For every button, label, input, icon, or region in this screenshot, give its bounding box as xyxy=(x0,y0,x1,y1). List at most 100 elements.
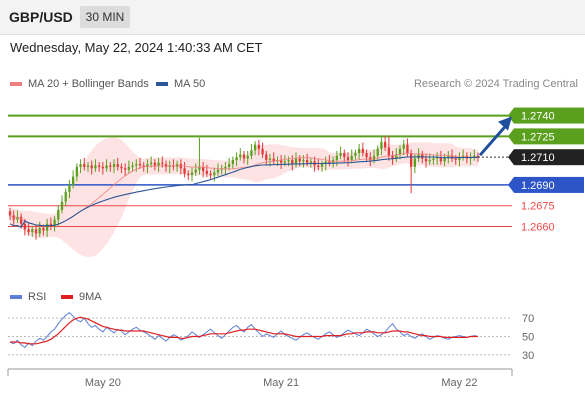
candle-body xyxy=(16,216,19,220)
level-label-box-1.2725 xyxy=(514,128,584,145)
candle-body xyxy=(291,159,294,165)
forecast-arrow-head xyxy=(498,116,512,131)
candle-body xyxy=(205,171,209,174)
candle-body xyxy=(461,155,465,158)
candle-body xyxy=(473,155,476,158)
candle-body xyxy=(135,164,138,166)
candle-body xyxy=(242,154,246,159)
candle-body xyxy=(320,164,324,167)
candle-body xyxy=(131,165,134,167)
candle-body xyxy=(105,165,108,169)
candle-body xyxy=(380,141,383,149)
candle-body xyxy=(272,158,275,162)
candles-layer xyxy=(8,135,480,240)
rsi-swatch xyxy=(10,295,22,299)
candle-body xyxy=(75,166,79,177)
candle-body xyxy=(49,223,53,227)
candle-body xyxy=(346,157,350,160)
candle-body xyxy=(227,164,231,167)
legend-ma50: MA 50 xyxy=(156,78,205,90)
candle-body xyxy=(27,229,30,233)
candle-body xyxy=(94,165,97,169)
candle-body xyxy=(406,144,409,154)
ma50-swatch xyxy=(156,82,168,86)
level-label-1.2660: 1.2660 xyxy=(521,222,555,234)
price-levels-layer: 1.2740 1.2725 1.2690 1.2675 1.2660 xyxy=(8,107,584,234)
candle-body xyxy=(235,157,238,160)
candle-body xyxy=(443,157,446,162)
ma50-line xyxy=(9,156,479,228)
candle-body xyxy=(428,159,431,162)
candle-body xyxy=(454,158,457,160)
candle-body xyxy=(447,155,450,158)
rsi-tick-50: 50 xyxy=(522,332,534,344)
candle-body xyxy=(157,162,160,166)
level-label-arrow-1.2725 xyxy=(508,128,514,145)
candle-body xyxy=(68,184,71,192)
candle-body xyxy=(387,147,391,156)
rsi-9ma-line xyxy=(10,316,478,345)
level-label-box-1.2690 xyxy=(514,176,584,193)
candle-body xyxy=(45,223,49,231)
candle-body xyxy=(365,153,368,158)
candle-body xyxy=(146,164,149,167)
candle-body xyxy=(268,158,272,160)
candle-body xyxy=(116,164,119,167)
candle-body xyxy=(201,166,205,172)
candle-body xyxy=(34,229,38,234)
candle-body xyxy=(216,169,220,173)
candle-body xyxy=(153,162,157,166)
candle-body xyxy=(8,211,12,216)
x-tick-label: May 22 xyxy=(441,377,477,389)
candle-body xyxy=(335,155,339,160)
candle-body xyxy=(86,165,90,167)
candle-body xyxy=(350,155,353,160)
credit-text: Research © 2024 Trading Central xyxy=(413,78,578,90)
candle-body xyxy=(395,154,398,159)
candle-body xyxy=(97,165,101,167)
rsi-tick-30: 30 xyxy=(522,350,534,362)
candle-body xyxy=(298,158,301,162)
candle-body xyxy=(187,173,190,176)
candle-body xyxy=(287,159,290,162)
candle-body xyxy=(231,159,235,165)
symbol-label: GBP/USD xyxy=(9,9,73,25)
candle-body xyxy=(372,155,376,160)
candle-body xyxy=(209,173,212,176)
candle-body xyxy=(138,164,142,166)
candle-body xyxy=(317,165,320,167)
candle-body xyxy=(83,164,86,167)
legend-9ma-label: 9MA xyxy=(79,291,102,303)
candle-body xyxy=(402,144,405,149)
candle-body xyxy=(376,148,379,156)
candle-body xyxy=(198,166,201,170)
rsi-panel: 70 50 30 xyxy=(8,312,534,362)
candle-body xyxy=(38,227,41,234)
current-price-box xyxy=(514,149,584,166)
candle-body xyxy=(250,150,253,156)
candle-body xyxy=(265,154,268,160)
timeframe-button[interactable]: 30 MIN xyxy=(80,6,130,28)
candle-body xyxy=(246,155,249,159)
current-price-arrow xyxy=(508,149,514,166)
level-label-arrow-1.2690 xyxy=(508,176,514,193)
level-label-arrow-1.2740 xyxy=(508,107,514,124)
current-price-label: 1.2710 xyxy=(521,152,555,164)
candle-body xyxy=(224,166,227,169)
candle-body xyxy=(432,158,435,160)
moving-averages-layer xyxy=(9,152,479,228)
candle-body xyxy=(324,161,327,165)
candle-body xyxy=(476,155,480,158)
candle-body xyxy=(142,165,145,167)
candle-body xyxy=(305,159,309,163)
candle-body xyxy=(64,191,67,202)
legend-ma20: MA 20 + Bollinger Bands xyxy=(10,78,149,90)
candle-body xyxy=(435,157,439,159)
candle-body xyxy=(458,157,461,160)
candle-body xyxy=(302,159,305,162)
candle-body xyxy=(361,148,365,154)
candle-body xyxy=(339,153,342,156)
candle-body xyxy=(79,164,82,167)
candle-body xyxy=(31,229,34,233)
level-label-1.2725: 1.2725 xyxy=(521,131,555,143)
